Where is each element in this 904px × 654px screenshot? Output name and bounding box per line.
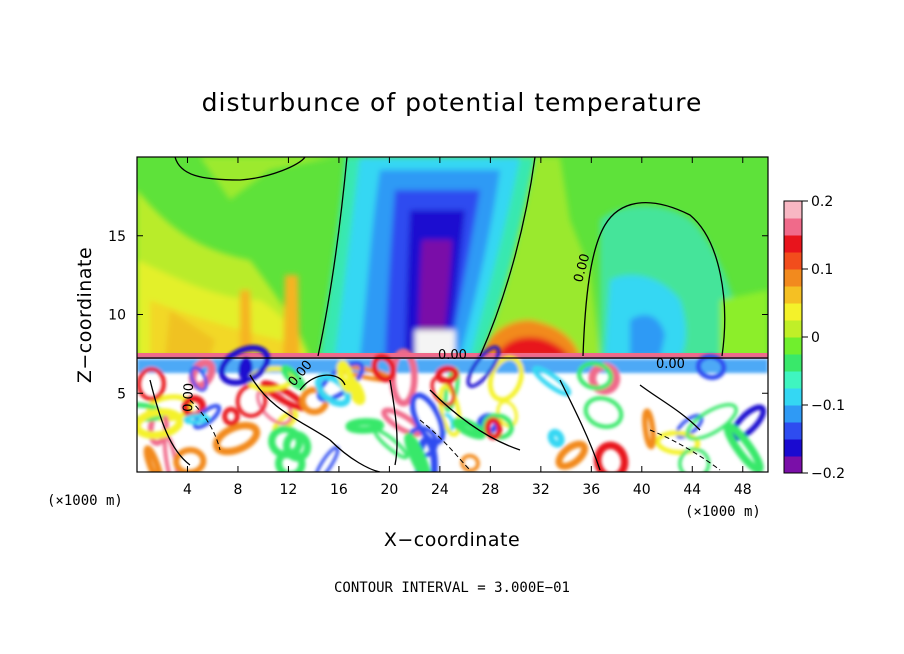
- colorbar-segment: [784, 303, 802, 321]
- colorbar-segment: [784, 439, 802, 457]
- x-tick-label: 28: [481, 482, 499, 498]
- colorbar: [784, 201, 802, 474]
- lower-turbulence: [137, 345, 768, 472]
- contour-dashed: [189, 399, 721, 471]
- contour-label: 0.00: [656, 357, 685, 372]
- colorbar-tick-label: 0.2: [811, 194, 833, 210]
- x-unit-label-right: (×1000 m): [685, 504, 761, 520]
- y-axis: 5 10 15: [108, 229, 768, 402]
- colorbar-segment: [784, 286, 802, 304]
- colorbar-tick-label: 0.1: [811, 262, 833, 278]
- x-tick-label: 32: [532, 482, 550, 498]
- x-axis: 4 8 12 16 20 24 28 32 36 40 44 48: [183, 157, 752, 498]
- colorbar-tick-label: 0: [811, 330, 820, 346]
- x-unit-label-left: (×1000 m): [47, 493, 123, 509]
- y-axis-label: Z−coordinate: [74, 247, 96, 383]
- x-tick-label: 36: [582, 482, 600, 498]
- x-tick-label: 48: [734, 482, 752, 498]
- interface-band: [137, 353, 768, 359]
- colorbar-ticks: 0.2 0.1 0 −0.1 −0.2: [802, 194, 845, 482]
- colorbar-segment: [784, 456, 802, 474]
- x-tick-label: 16: [330, 482, 348, 498]
- y-tick-label: 5: [117, 386, 126, 402]
- colorbar-segment: [784, 422, 802, 440]
- colorbar-tick-label: −0.2: [811, 466, 845, 482]
- colorbar-segment: [784, 388, 802, 406]
- contour-interval-note: CONTOUR INTERVAL = 3.000E−01: [334, 580, 570, 596]
- contour-lines: [137, 157, 768, 472]
- colorbar-tick-label: −0.1: [811, 398, 845, 414]
- contour-label: 0.00: [181, 383, 197, 412]
- colorbar-segment: [784, 337, 802, 355]
- colorbar-segment: [784, 354, 802, 372]
- plot-area: [137, 157, 768, 472]
- contour-label: 0.00: [571, 252, 593, 284]
- colorbar-segment: [784, 320, 802, 338]
- chart-title: disturbunce of potential temperature: [202, 88, 703, 117]
- colorbar-segment: [784, 235, 802, 253]
- colorbar-segment: [784, 218, 802, 236]
- x-tick-label: 8: [233, 482, 242, 498]
- x-tick-label: 24: [431, 482, 449, 498]
- x-axis-label: X−coordinate: [384, 529, 520, 551]
- contour-label: 0.00: [438, 348, 467, 363]
- y-tick-label: 15: [108, 229, 126, 245]
- colorbar-segment: [784, 269, 802, 287]
- cold-plume: [320, 157, 535, 357]
- x-tick-label: 40: [633, 482, 651, 498]
- upper-field-structures: [137, 157, 768, 357]
- colorbar-segment: [784, 252, 802, 270]
- colorbar-segment: [784, 405, 802, 423]
- y-tick-label: 10: [108, 308, 126, 324]
- x-tick-label: 4: [183, 482, 192, 498]
- colorbar-segment: [784, 201, 802, 219]
- colorbar-segment: [784, 371, 802, 389]
- x-tick-label: 20: [380, 482, 398, 498]
- x-tick-label: 12: [280, 482, 298, 498]
- x-tick-label: 44: [683, 482, 701, 498]
